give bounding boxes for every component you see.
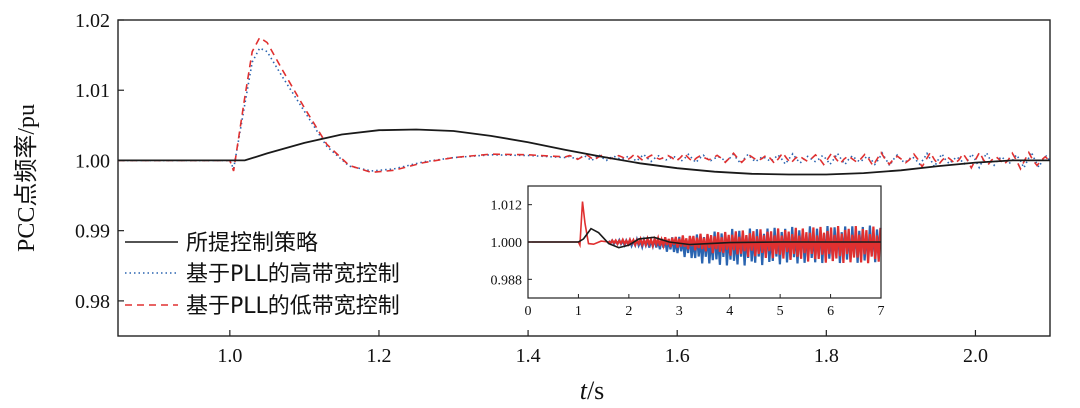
main-plot-frame — [117, 19, 1051, 337]
x-axis-label-unit: /s — [587, 376, 604, 405]
inset-x-tick-label: 5 — [777, 304, 784, 319]
inset-x-tick-label: 6 — [827, 304, 834, 319]
inset-axis-ticks: 0 1 2 3 4 5 6 7 0.988 1.000 1.012 — [491, 199, 885, 319]
main-series-line — [118, 36, 1050, 174]
y-tick-label: 1.01 — [75, 80, 110, 102]
inset-x-tick-label: 3 — [676, 304, 683, 319]
inset-x-tick-label: 7 — [878, 304, 885, 319]
x-axis-label-variable: t — [580, 376, 588, 405]
inset-x-tick-label: 4 — [726, 304, 733, 319]
inset-x-tick-label: 0 — [525, 304, 532, 319]
legend-label-proposed: 所提控制策略 — [186, 231, 318, 256]
inset-series-line — [528, 227, 881, 249]
inset-x-tick-label: 2 — [625, 304, 632, 319]
main-series-line — [118, 47, 1051, 172]
legend-label-low-bandwidth: 基于PLL的低带宽控制 — [186, 294, 400, 319]
x-tick-label: 1.4 — [516, 345, 541, 367]
y-tick-label: 1.02 — [75, 10, 110, 32]
y-tick-label: 1.00 — [75, 150, 110, 172]
inset-y-tick-label: 1.000 — [491, 236, 523, 251]
inset-x-tick-label: 1 — [575, 304, 582, 319]
main-plot-lines — [118, 36, 1051, 176]
x-tick-label: 1.6 — [665, 345, 690, 367]
y-axis-label: PCC点频率/pu — [13, 104, 40, 252]
y-tick-label: 0.99 — [75, 221, 110, 243]
legend-label-high-bandwidth: 基于PLL的高带宽控制 — [186, 262, 400, 287]
x-axis-label: t/s — [580, 376, 605, 405]
inset-series-line — [528, 201, 609, 249]
inset-y-tick-label: 1.012 — [491, 199, 523, 214]
x-tick-label: 1.8 — [814, 345, 839, 367]
legend: 所提控制策略 基于PLL的高带宽控制 基于PLL的低带宽控制 — [125, 231, 400, 319]
inset-bands — [607, 225, 882, 266]
inset-band — [607, 226, 882, 264]
x-tick-label: 1.0 — [217, 345, 242, 367]
x-tick-label: 1.2 — [366, 345, 391, 367]
main-series-line — [118, 128, 1050, 176]
x-tick-label: 2.0 — [963, 345, 988, 367]
inset-y-tick-label: 0.988 — [491, 273, 523, 288]
inset-lines — [528, 201, 881, 249]
y-tick-label: 0.98 — [75, 291, 110, 313]
